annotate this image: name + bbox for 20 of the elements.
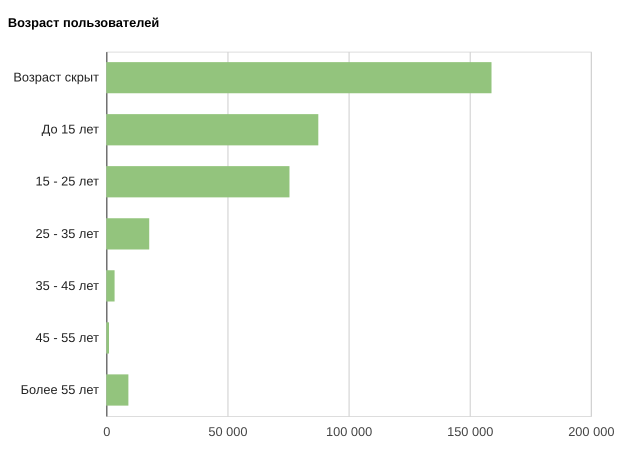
bar <box>106 322 110 354</box>
bar <box>106 270 115 302</box>
x-tick-label: 50 000 <box>208 424 248 440</box>
x-tick-label: 150 000 <box>447 424 494 440</box>
y-tick-label: 25 - 35 лет <box>36 226 100 241</box>
y-tick-label: До 15 лет <box>42 122 100 137</box>
y-tick-label: Более 55 лет <box>20 382 100 397</box>
x-tick-label: 100 000 <box>326 424 372 440</box>
x-tick-label: 0 <box>103 424 110 440</box>
y-tick-label: 15 - 25 лет <box>36 174 100 189</box>
x-tick-label: 200 000 <box>568 424 614 440</box>
bar <box>106 62 492 94</box>
y-tick-label: 35 - 45 лет <box>36 278 100 293</box>
chart-title: Возраст пользователей <box>8 15 160 30</box>
bar <box>106 374 128 406</box>
bar <box>106 114 318 146</box>
y-tick-label: 45 - 55 лет <box>36 330 100 345</box>
bar <box>106 218 150 250</box>
y-tick-label: Возраст скрыт <box>13 70 100 85</box>
bar <box>106 166 290 198</box>
